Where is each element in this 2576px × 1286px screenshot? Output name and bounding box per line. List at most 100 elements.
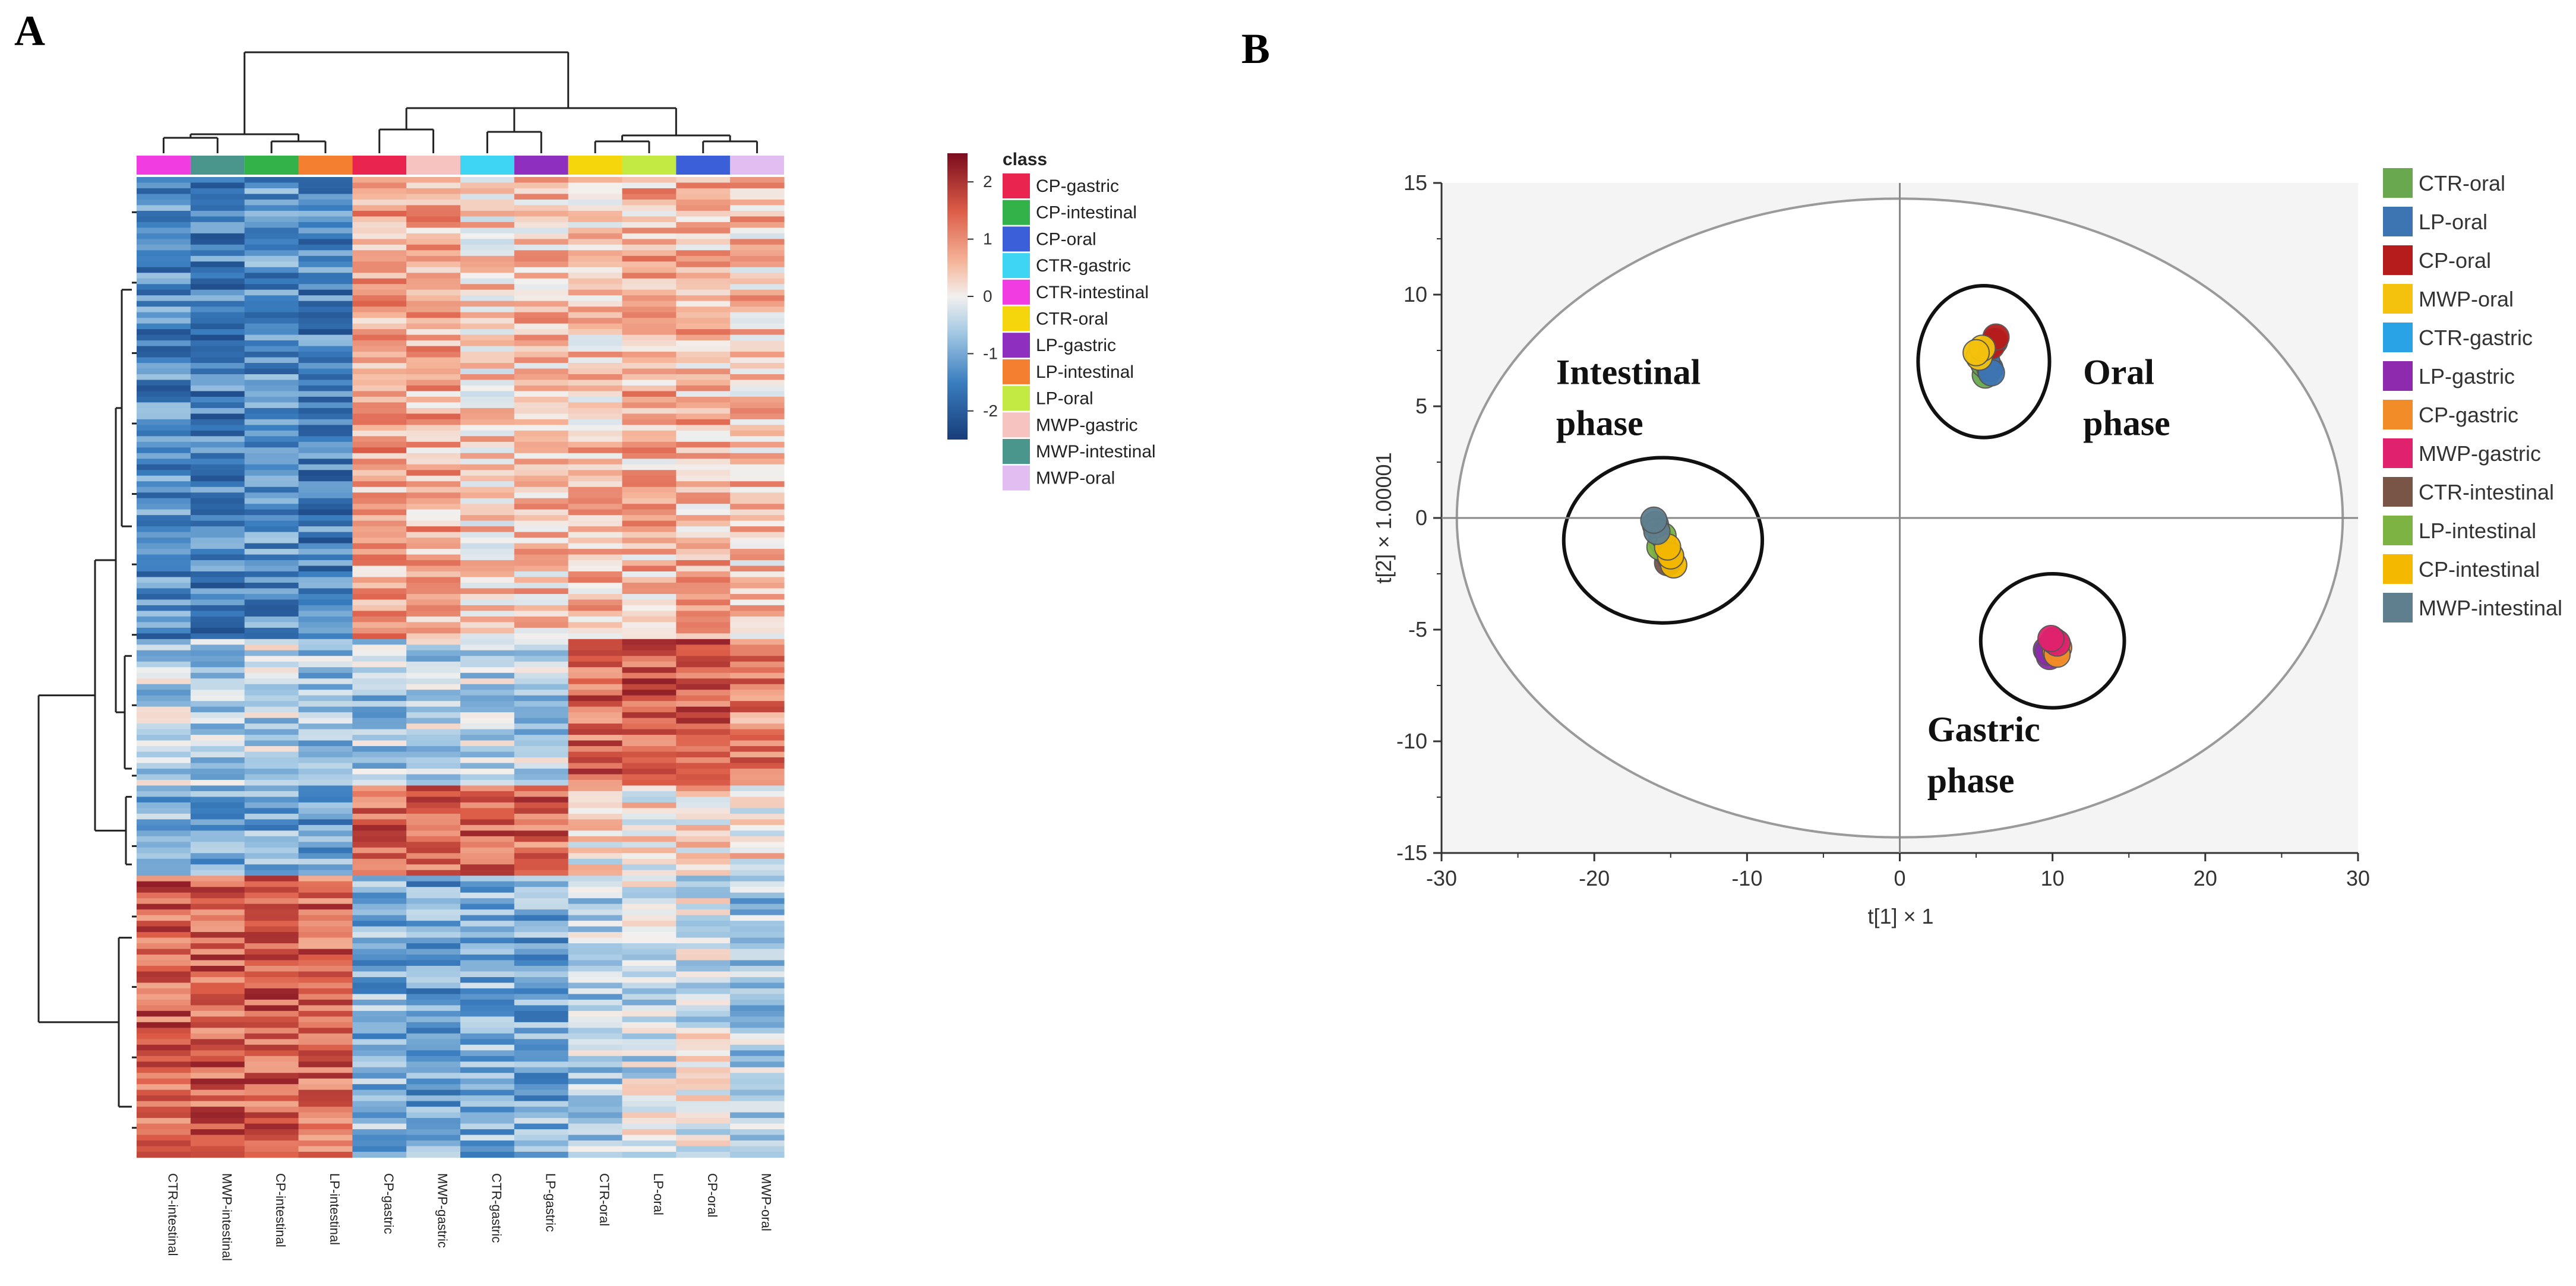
heatmap-cell [622,419,677,425]
heatmap-cell [460,808,515,814]
heatmap-cell [406,701,461,707]
heatmap-cell [244,228,299,234]
heatmap-cell [298,216,353,223]
heatmap-cell [460,802,515,808]
heatmap-cell [622,1101,677,1107]
heatmap-cell [730,999,785,1006]
heatmap-cell [622,318,677,324]
heatmap-cell [676,915,731,921]
heatmap-cell [676,267,731,273]
heatmap-cell [137,701,191,707]
heatmap-cell [190,830,245,837]
legend-swatch [2383,438,2413,468]
heatmap-cell [244,892,299,899]
heatmap-cell [460,301,515,307]
heatmap-cell [298,391,353,397]
class-legend-label: MWP-gastric [1036,415,1138,435]
heatmap-cell [137,605,191,611]
heatmap-cell [514,520,569,527]
heatmap-cell [730,334,785,341]
heatmap-cell [137,876,191,882]
heatmap-cell [137,836,191,842]
heatmap-cell [730,380,785,386]
heatmap-cell [137,870,191,876]
heatmap-cell [676,932,731,939]
heatmap-cell [514,876,569,882]
heatmap-cell [514,1016,569,1023]
heatmap-cell [568,903,623,910]
heatmap-cell [244,295,299,302]
heatmap-cell [137,385,191,392]
heatmap-cell [137,391,191,397]
heatmap-cell [514,1067,569,1073]
heatmap-cell [514,684,569,690]
heatmap-cell [406,357,461,364]
heatmap-cell [622,892,677,899]
heatmap-cell [568,391,623,397]
heatmap-cell [622,999,677,1006]
heatmap-cell [568,881,623,887]
heatmap-cell [730,239,785,245]
heatmap-cell [568,188,623,195]
heatmap-cell [460,1101,515,1107]
heatmap-cell [676,937,731,944]
heatmap-cell [406,729,461,735]
heatmap-cell [568,898,623,905]
heatmap-cell [622,797,677,803]
heatmap-cell [730,464,785,470]
heatmap-cell [730,633,785,640]
heatmap-cell [190,735,245,741]
phase-annotation: Intestinal [1556,352,1701,391]
heatmap-cell [730,177,785,184]
heatmap-cell [568,228,623,234]
heatmap-cell [568,374,623,381]
heatmap-cell [352,876,407,882]
heatmap-cell [406,779,461,786]
heatmap-cell [568,909,623,916]
phase-annotation: phase [1927,761,2015,800]
heatmap-cell [568,577,623,583]
heatmap-cell [676,374,731,381]
heatmap-cell [406,684,461,690]
heatmap-cell [730,363,785,369]
heatmap-cell [730,492,785,499]
heatmap-cell [190,1095,245,1102]
heatmap-cell [730,1107,785,1113]
heatmap-cell [137,565,191,572]
heatmap-cell [568,233,623,239]
heatmap-cell [137,988,191,995]
heatmap-cell [460,289,515,296]
heatmap-cell [622,194,677,200]
heatmap-cell [676,712,731,719]
heatmap-cell [298,177,353,184]
heatmap-cell [460,672,515,679]
heatmap-cell [406,554,461,561]
heatmap-cell [137,357,191,364]
heatmap-cell [622,982,677,989]
heatmap-cell [514,1078,569,1085]
heatmap-cell [244,352,299,358]
heatmap-cell [190,588,245,595]
heatmap-cell [406,352,461,358]
heatmap-cell [298,470,353,476]
heatmap-cell [190,194,245,200]
heatmap-cell [352,419,407,425]
heatmap-cell [352,255,407,262]
heatmap-cell [244,611,299,617]
heatmap-cell [460,329,515,336]
heatmap-cell [568,1107,623,1113]
heatmap-cell [137,1039,191,1045]
heatmap-cell [406,571,461,578]
heatmap-cell [244,391,299,397]
heatmap-cell [676,577,731,583]
heatmap-cell [352,622,407,628]
heatmap-cell [676,210,731,217]
heatmap-cell [460,357,515,364]
heatmap-cell [514,824,569,831]
heatmap-cell [676,475,731,482]
heatmap-cell [244,1028,299,1034]
heatmap-cell [568,334,623,341]
heatmap-cell [730,374,785,381]
heatmap-cell [460,1095,515,1102]
heatmap-cell [137,684,191,690]
